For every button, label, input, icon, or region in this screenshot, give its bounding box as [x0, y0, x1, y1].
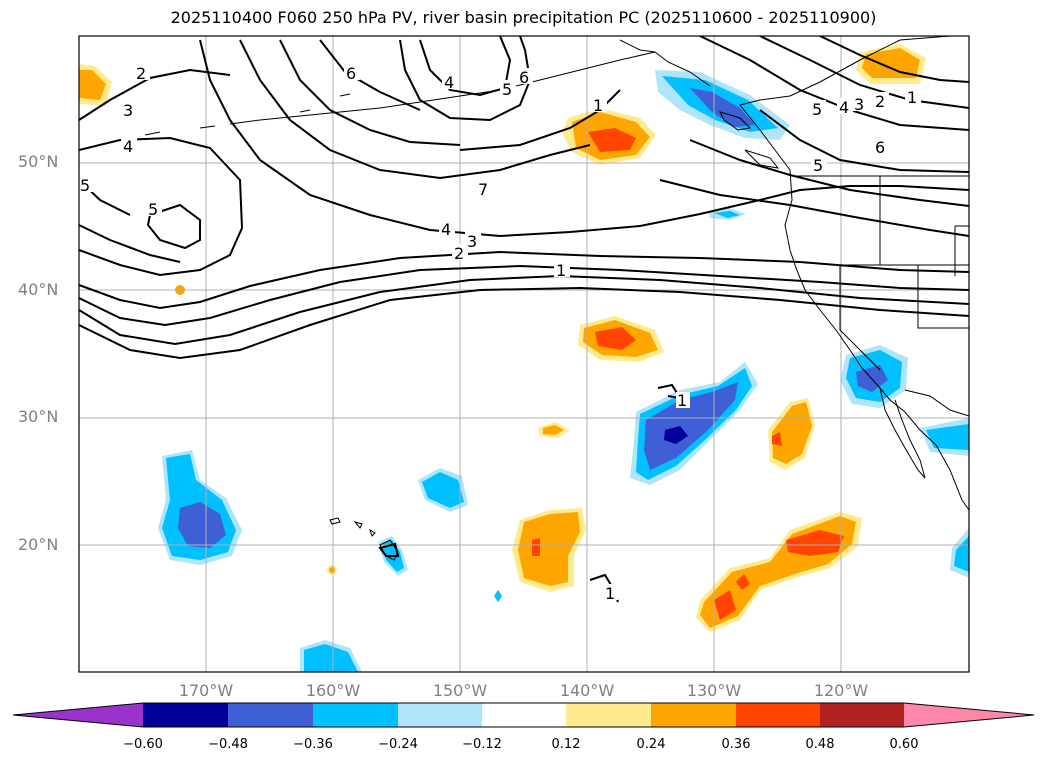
colorbar-bin-5 — [482, 703, 566, 727]
pv-label-2-ne: 2 — [875, 92, 885, 111]
pv-label-6-ne: 6 — [875, 138, 885, 157]
colorbar-tick-048: 0.48 — [805, 737, 835, 752]
pv-label-3-nw: 3 — [123, 101, 133, 120]
pv-label-1-south: 1 — [605, 584, 615, 603]
pv-label-7: 7 — [478, 180, 488, 199]
pv-label-3-mid: 3 — [467, 232, 477, 251]
colorbar — [12, 702, 1035, 728]
lat-label-50n: 50°N — [18, 152, 59, 171]
colorbar-tick-036: 0.36 — [721, 737, 751, 752]
colorbar-tick-060: 0.60 — [889, 737, 919, 752]
colorbar-tick-neg036: −0.36 — [293, 737, 333, 752]
pv-label-6-north: 6 — [346, 64, 356, 83]
pv-label-2-mid: 2 — [454, 244, 464, 263]
colorbar-bin-7 — [651, 703, 736, 727]
colorbar-bin-8 — [736, 703, 820, 727]
colorbar-tick-neg024: −0.24 — [378, 737, 418, 752]
lon-label-130w: 130°W — [686, 681, 742, 700]
lon-label-120w: 120°W — [813, 681, 869, 700]
colorbar-bin-9 — [820, 703, 904, 727]
lat-label-30n: 30°N — [18, 407, 59, 426]
coastlines — [144, 36, 969, 561]
lat-label-20n: 20°N — [18, 535, 59, 554]
pv-label-5-coast: 5 — [813, 156, 823, 175]
colorbar-tick-neg012: −0.12 — [462, 737, 502, 752]
lon-label-150w: 150°W — [432, 681, 488, 700]
pv-label-4-nw: 4 — [123, 137, 133, 156]
colorbar-bin-2 — [228, 703, 313, 727]
pv-label-1-gulf: 1 — [593, 96, 603, 115]
pv-label-4-ne: 4 — [839, 98, 849, 117]
colorbar-bin-4 — [398, 703, 482, 727]
pv-label-1-ne: 1 — [907, 88, 917, 107]
colorbar-tick-012: 0.12 — [551, 737, 581, 752]
colorbar-bin-1 — [143, 703, 228, 727]
lon-label-140w: 140°W — [559, 681, 615, 700]
pv-label-5-north: 5 — [502, 80, 512, 99]
pv-label-3-ne: 3 — [854, 95, 864, 114]
pv-label-4-north: 4 — [444, 73, 454, 92]
pv-label-1-central: 1 — [677, 391, 687, 410]
pv-label-5-ne: 5 — [812, 100, 822, 119]
pv-label-1-mid: 1 — [556, 261, 566, 280]
colorbar-tick-024: 0.24 — [636, 737, 666, 752]
lon-label-170w: 170°W — [178, 681, 234, 700]
pv-label-5-w: 5 — [148, 200, 158, 219]
pv-contour-labels: 2 3 4 5 5 6 4 5 6 1 7 4 3 2 — [79, 64, 921, 603]
pv-label-6-north2: 6 — [519, 68, 529, 87]
lat-label-40n: 40°N — [18, 280, 59, 299]
map-frame — [78, 35, 970, 673]
pv-label-5-edge: 5 — [80, 176, 90, 195]
colorbar-extend-high — [904, 703, 1034, 727]
colorbar-bin-6 — [566, 703, 651, 727]
colorbar-tick-neg048: −0.48 — [208, 737, 248, 752]
pv-label-2-nw: 2 — [136, 64, 146, 83]
lon-label-160w: 160°W — [305, 681, 361, 700]
figure-title: 2025110400 F060 250 hPa PV, river basin … — [170, 8, 877, 27]
colorbar-extend-low — [13, 703, 143, 727]
pv-label-4-mid: 4 — [441, 220, 451, 239]
precip-fill-layer — [79, 44, 969, 672]
colorbar-tick-neg060: −0.60 — [123, 737, 163, 752]
colorbar-bin-3 — [313, 703, 398, 727]
